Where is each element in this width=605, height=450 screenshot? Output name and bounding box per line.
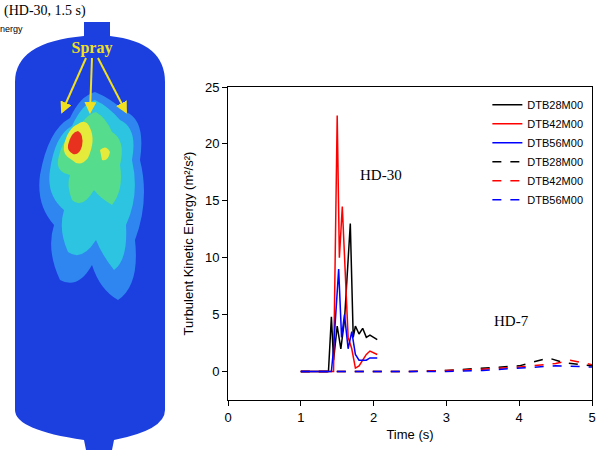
svg-text:Time (s): Time (s) bbox=[386, 427, 433, 442]
svg-text:15: 15 bbox=[205, 193, 219, 208]
svg-text:0: 0 bbox=[212, 364, 219, 379]
svg-text:10: 10 bbox=[205, 250, 219, 265]
svg-text:1: 1 bbox=[297, 410, 304, 425]
svg-text:HD-30: HD-30 bbox=[360, 167, 402, 183]
svg-text:2: 2 bbox=[370, 410, 377, 425]
svg-text:Spray: Spray bbox=[72, 39, 113, 57]
svg-text:DTB56M00: DTB56M00 bbox=[527, 194, 583, 206]
svg-text:DTB56M00: DTB56M00 bbox=[527, 137, 583, 149]
svg-text:Turbulent Kinetic Energy (m²/s: Turbulent Kinetic Energy (m²/s²) bbox=[181, 152, 196, 336]
svg-text:5: 5 bbox=[212, 307, 219, 322]
svg-text:0: 0 bbox=[224, 410, 231, 425]
svg-text:DTB42M00: DTB42M00 bbox=[527, 118, 583, 130]
svg-text:DTB28M00: DTB28M00 bbox=[527, 156, 583, 168]
svg-text:DTB42M00: DTB42M00 bbox=[527, 175, 583, 187]
svg-text:25: 25 bbox=[205, 80, 219, 95]
svg-text:HD-7: HD-7 bbox=[494, 313, 529, 329]
svg-text:20: 20 bbox=[205, 136, 219, 151]
svg-text:DTB28M00: DTB28M00 bbox=[527, 99, 583, 111]
svg-text:4: 4 bbox=[516, 410, 523, 425]
svg-text:3: 3 bbox=[443, 410, 450, 425]
svg-text:5: 5 bbox=[588, 410, 595, 425]
svg-text:nergy: nergy bbox=[0, 24, 23, 34]
svg-text:(HD-30, 1.5 s): (HD-30, 1.5 s) bbox=[4, 3, 86, 19]
